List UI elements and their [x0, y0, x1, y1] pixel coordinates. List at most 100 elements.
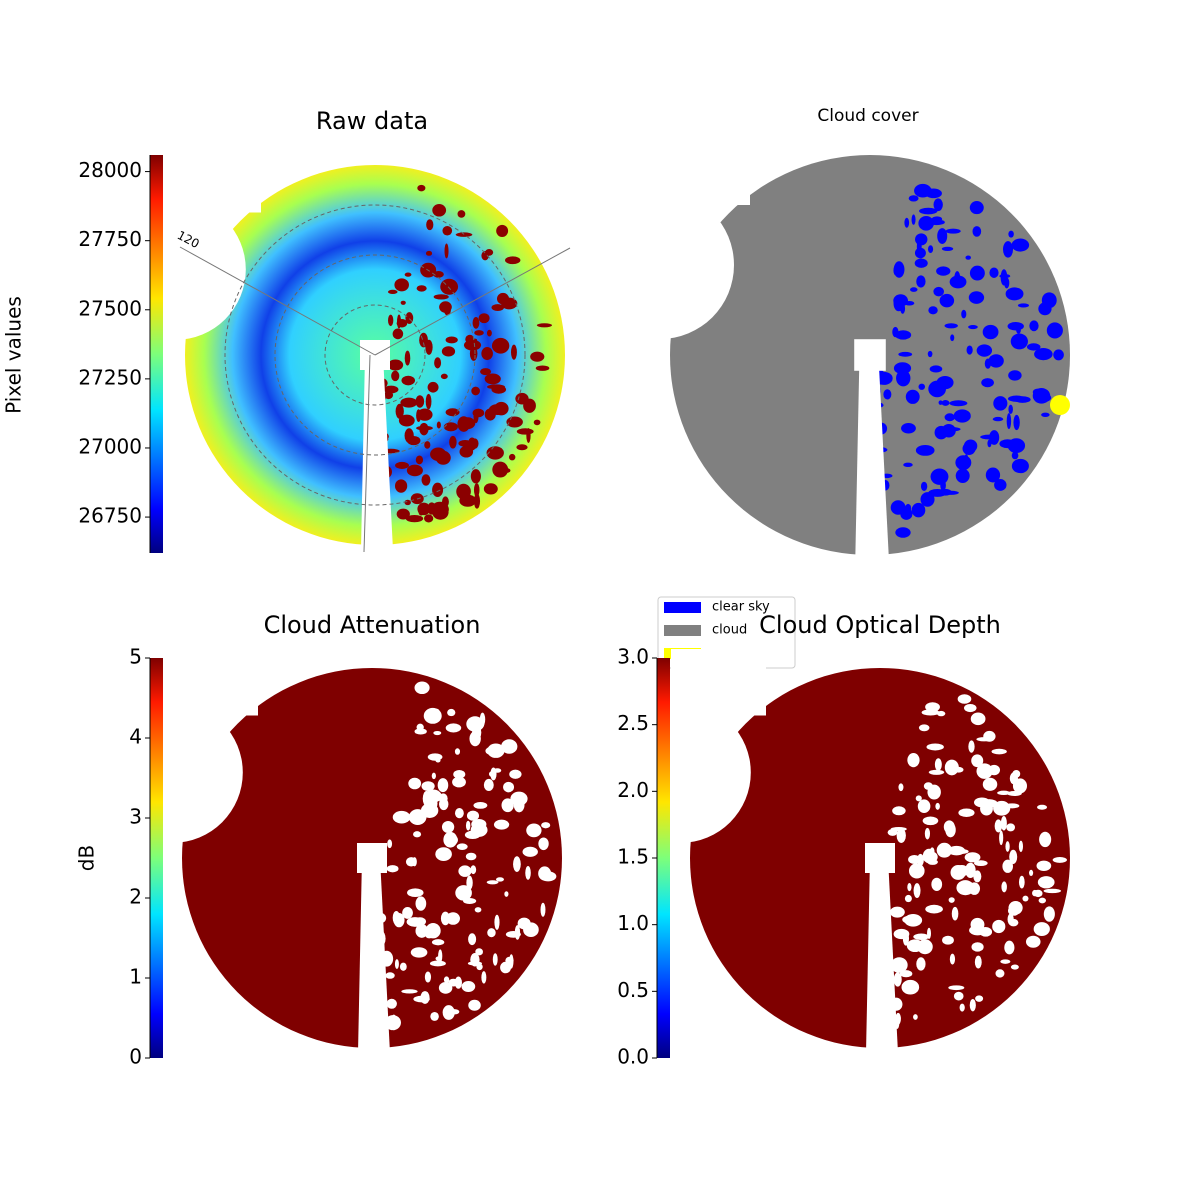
sky-image	[105, 146, 565, 550]
cloud-gap	[495, 877, 504, 882]
cloud-gap	[953, 849, 969, 854]
cloud-gap	[421, 474, 431, 486]
cloud-gap	[465, 334, 475, 344]
cloud-gap	[1043, 888, 1062, 894]
cloud-gap	[1013, 414, 1020, 431]
cloud-gap	[473, 483, 480, 497]
cloud-gap	[486, 880, 499, 885]
cloud-gap	[401, 375, 416, 386]
cloud-gap	[494, 401, 509, 416]
cloud-gap	[1041, 412, 1050, 417]
cloud-gap	[950, 865, 966, 880]
cloud-gap	[538, 837, 549, 851]
cloud-gap	[493, 819, 510, 830]
sun-marker	[1050, 395, 1070, 415]
camera-arm	[358, 858, 390, 1053]
cloud-gap	[1014, 396, 1031, 403]
cloud-gap	[485, 746, 501, 756]
cloud-gap	[469, 346, 478, 361]
cloud-gap	[893, 295, 904, 312]
cloud-gap	[470, 469, 481, 484]
cloud-gap	[445, 723, 462, 733]
panel-title: Cloud cover	[817, 106, 918, 126]
cloud-gap	[910, 287, 918, 292]
cloud-gap	[1004, 940, 1015, 955]
cloud-gap	[970, 917, 985, 932]
colorbar-tick-label: 2	[129, 885, 142, 909]
cloud-gap	[443, 976, 450, 984]
cloud-gap	[446, 912, 460, 925]
cloud-gap	[442, 225, 453, 236]
cloud-gap	[424, 789, 442, 803]
colorbar	[150, 155, 163, 553]
cloud-gap	[1052, 856, 1067, 863]
cloud-gap	[510, 791, 528, 806]
cloud-gap	[476, 963, 483, 971]
cloud-gap	[1032, 388, 1051, 404]
cloud-gap	[905, 389, 920, 404]
cloud-gap	[480, 368, 492, 376]
cloud-gap	[914, 258, 928, 268]
cloud-gap	[394, 959, 399, 969]
cloud-gap	[1010, 333, 1028, 350]
cloud-gap	[474, 330, 484, 336]
cloud-gap	[916, 275, 926, 288]
cloud-gap	[509, 769, 522, 779]
cloud-gap	[892, 806, 906, 816]
cloud-gap	[410, 947, 428, 958]
cloud-gap	[889, 906, 905, 918]
polar-grid	[224, 204, 526, 506]
cloud-gap	[927, 219, 945, 226]
colorbar-tick-label: 1.0	[617, 911, 649, 935]
cloud-gap	[494, 914, 500, 930]
cloud-gap	[1007, 913, 1014, 925]
cloud-gap	[930, 468, 949, 485]
cloud-gap	[976, 344, 993, 357]
cloud-gap	[506, 416, 523, 428]
cloud-gap	[918, 216, 934, 231]
camera-arm	[855, 355, 889, 560]
cloud-gap	[386, 865, 399, 873]
cloud-gap	[516, 428, 534, 435]
cloud-gap	[449, 435, 457, 449]
cloud-gap	[920, 481, 928, 492]
cloud-gap	[525, 865, 531, 880]
cloud-gap	[936, 710, 946, 717]
cloud-gap	[481, 250, 489, 261]
panel-title: Cloud Optical Depth	[759, 611, 1001, 639]
cloud-gap	[526, 823, 542, 838]
cloud-gap	[539, 871, 557, 882]
cloud-gap	[510, 344, 517, 360]
cloud-gap	[433, 271, 444, 278]
cloud-gap	[383, 385, 399, 394]
cloud-gap	[456, 483, 471, 500]
cloud-gap	[993, 800, 1011, 816]
cloud-gap	[1037, 804, 1048, 810]
cloud-gap	[992, 919, 1006, 934]
cloud-gap	[483, 778, 494, 792]
cloud-gap	[500, 961, 512, 974]
cloud-gap	[437, 778, 449, 793]
cloud-gap	[387, 289, 398, 295]
cloud-gap	[484, 373, 501, 385]
cloud-gap	[942, 935, 954, 945]
cloud-gap	[400, 300, 406, 305]
cloud-gap	[463, 897, 477, 904]
cloud-gap	[416, 285, 427, 292]
cloud-gap	[399, 962, 407, 971]
cloud-gap	[472, 725, 482, 740]
cloud-gap	[438, 793, 448, 804]
polar-axis	[374, 247, 571, 356]
cloud-gap	[925, 904, 943, 914]
cloud-gap	[432, 203, 447, 217]
cloud-gap	[1011, 458, 1029, 474]
cloud-gap	[918, 383, 926, 390]
cloud-gap	[1008, 905, 1020, 916]
cloud-gap	[501, 297, 518, 310]
cloud-gap	[414, 681, 430, 695]
cloud-gap	[455, 232, 473, 237]
cloud-gap	[1017, 303, 1030, 308]
cloud-gap	[999, 830, 1004, 846]
cloud-gap	[982, 777, 998, 791]
cloud-gap	[1029, 320, 1039, 332]
